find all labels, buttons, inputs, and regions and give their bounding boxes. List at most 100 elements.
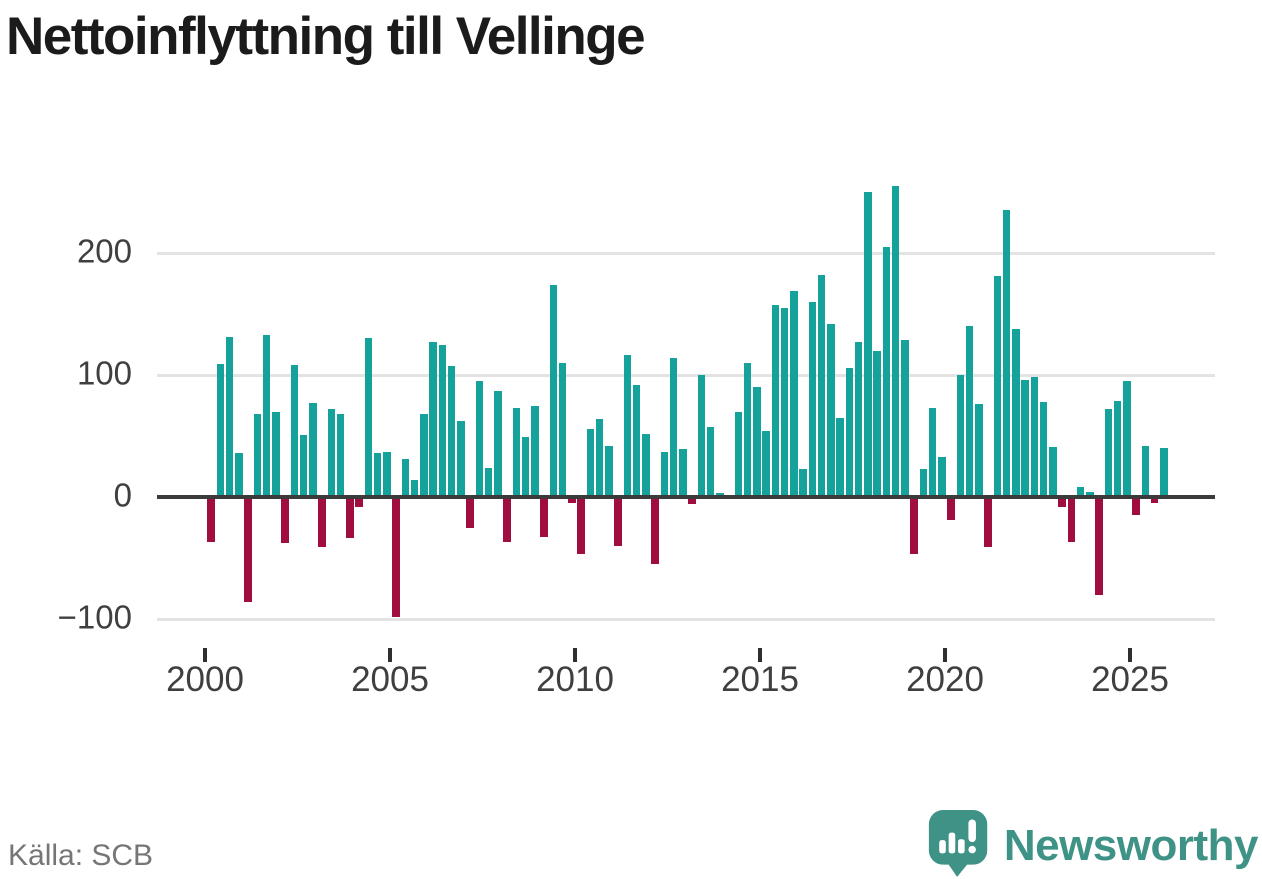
gridline-100 [157,373,1215,377]
bar-2020-q2 [956,375,965,497]
x-tick-2020 [943,648,947,662]
bar-2023-q3 [1076,487,1085,497]
bar-2003-q4 [346,497,354,539]
zero-axis-line [157,495,1215,499]
bar-2013-q3 [706,427,715,497]
bar-2016-q1 [799,468,807,497]
bar-2018-q3 [891,185,900,497]
bar-2011-q4 [642,433,650,497]
bar-2015-q2 [771,305,780,497]
bar-2001-q4 [272,411,280,497]
y-axis-label-100: 100 [76,354,132,392]
x-axis-label-2015: 2015 [721,660,799,699]
bar-2005-q2 [401,459,410,497]
bar-2006-q1 [429,342,437,497]
bar-2008-q4 [531,405,539,497]
bar-2018-q2 [882,246,891,497]
bar-2005-q4 [420,414,428,497]
bar-2000-q3 [225,337,234,497]
bar-2017-q1 [836,417,844,497]
bar-2012-q1 [651,497,659,565]
bar-2005-q3 [410,479,419,497]
bar-2001-q2 [253,414,262,497]
bar-2001-q1 [244,497,252,602]
bar-2009-q3 [558,362,567,497]
chart-title: Nettoinflyttning till Vellinge [6,7,646,66]
bar-2019-q1 [910,497,918,555]
x-tick-2015 [758,648,762,662]
bar-2019-q3 [928,407,937,497]
x-tick-2025 [1128,648,1132,662]
bar-2010-q2 [586,428,595,497]
bar-2017-q4 [864,192,872,497]
bar-2003-q2 [327,409,336,497]
bar-2006-q2 [438,344,447,497]
bar-2015-q1 [762,431,770,497]
y-axis-label-200: 200 [76,232,132,270]
bar-2018-q1 [873,350,881,497]
x-tick-2010 [573,648,577,662]
bar-2023-q2 [1067,497,1076,543]
bar-2016-q3 [817,274,826,497]
bar-2021-q1 [984,497,992,548]
bar-2001-q3 [262,334,271,497]
gridline--100 [157,617,1215,621]
bar-2025-q1 [1132,497,1140,516]
bar-2000-q1 [207,497,215,543]
bar-2018-q4 [901,339,909,497]
bar-2020-q4 [975,404,983,497]
bar-2016-q2 [808,301,817,497]
bar-2014-q2 [734,411,743,497]
bar-2012-q3 [669,357,678,497]
bar-2007-q1 [466,497,474,528]
bar-2023-q1 [1058,497,1066,507]
bar-2003-q3 [336,414,345,497]
brand-name: Newsworthy [1003,820,1259,870]
y-axis-label-0: 0 [113,476,132,514]
bar-2022-q2 [1030,377,1039,497]
x-tick-2005 [388,648,392,662]
bar-2004-q4 [383,451,391,497]
bar-2021-q3 [1002,210,1011,497]
bar-2019-q2 [919,468,928,497]
bar-2013-q2 [697,375,706,497]
bar-2016-q4 [827,323,835,497]
bar-2025-q4 [1160,448,1168,497]
bar-2013-q1 [688,497,696,505]
bar-2017-q2 [845,367,854,497]
bar-2022-q3 [1039,401,1048,497]
y-axis-label--100: −100 [57,598,132,636]
bar-2000-q2 [216,364,225,497]
bar-2015-q3 [780,307,789,497]
bar-2007-q2 [475,381,484,497]
bar-2012-q2 [660,451,669,497]
brand-lockup: Newsworthy [927,809,1259,879]
x-axis-label-2010: 2010 [536,660,614,699]
bar-2005-q1 [392,497,400,617]
bar-2002-q4 [309,403,317,497]
bar-2010-q1 [577,497,585,555]
bar-2002-q2 [290,365,299,497]
bar-2020-q1 [947,497,955,521]
bar-2010-q4 [605,445,613,497]
bar-2007-q3 [484,467,493,497]
x-axis-label-2025: 2025 [1091,660,1169,699]
bar-2009-q2 [549,284,558,497]
bar-2006-q4 [457,421,465,497]
x-axis-label-2005: 2005 [351,660,429,699]
bar-2022-q4 [1049,446,1057,497]
bar-2025-q2 [1141,445,1150,497]
bar-2019-q4 [938,456,946,497]
bar-2004-q1 [355,497,363,507]
bar-2006-q3 [447,366,456,497]
bar-2014-q4 [753,387,761,497]
bar-2009-q4 [568,497,576,504]
bar-2020-q3 [965,326,974,497]
x-tick-2000 [203,648,207,662]
source-attribution: Källa: SCB [8,839,154,872]
bar-2017-q3 [854,342,863,497]
bar-2002-q3 [299,434,308,497]
bar-2010-q3 [595,418,604,497]
bar-2023-q4 [1086,492,1094,497]
